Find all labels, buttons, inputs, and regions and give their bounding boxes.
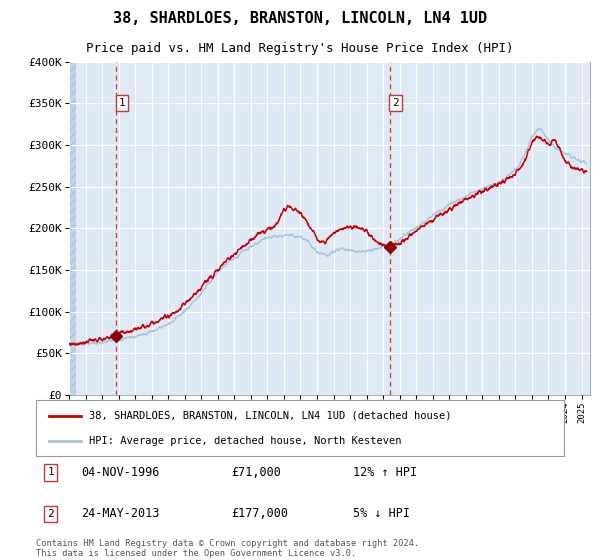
Text: 5% ↓ HPI: 5% ↓ HPI	[353, 507, 410, 520]
Text: 2: 2	[47, 509, 54, 519]
Text: 12% ↑ HPI: 12% ↑ HPI	[353, 466, 417, 479]
Bar	[69, 62, 76, 395]
Text: £71,000: £71,000	[232, 466, 281, 479]
Text: HPI: Average price, detached house, North Kesteven: HPI: Average price, detached house, Nort…	[89, 436, 401, 446]
Text: 1: 1	[47, 468, 54, 478]
Text: 24-MAY-2013: 24-MAY-2013	[81, 507, 159, 520]
FancyBboxPatch shape	[36, 400, 564, 456]
Text: Price paid vs. HM Land Registry's House Price Index (HPI): Price paid vs. HM Land Registry's House …	[86, 42, 514, 55]
Text: 2: 2	[392, 98, 399, 108]
Text: £177,000: £177,000	[232, 507, 289, 520]
Text: 38, SHARDLOES, BRANSTON, LINCOLN, LN4 1UD (detached house): 38, SHARDLOES, BRANSTON, LINCOLN, LN4 1U…	[89, 410, 451, 421]
Text: Contains HM Land Registry data © Crown copyright and database right 2024.
This d: Contains HM Land Registry data © Crown c…	[36, 539, 419, 558]
Text: 38, SHARDLOES, BRANSTON, LINCOLN, LN4 1UD: 38, SHARDLOES, BRANSTON, LINCOLN, LN4 1U…	[113, 11, 487, 26]
Text: 1: 1	[118, 98, 125, 108]
Text: 04-NOV-1996: 04-NOV-1996	[81, 466, 159, 479]
